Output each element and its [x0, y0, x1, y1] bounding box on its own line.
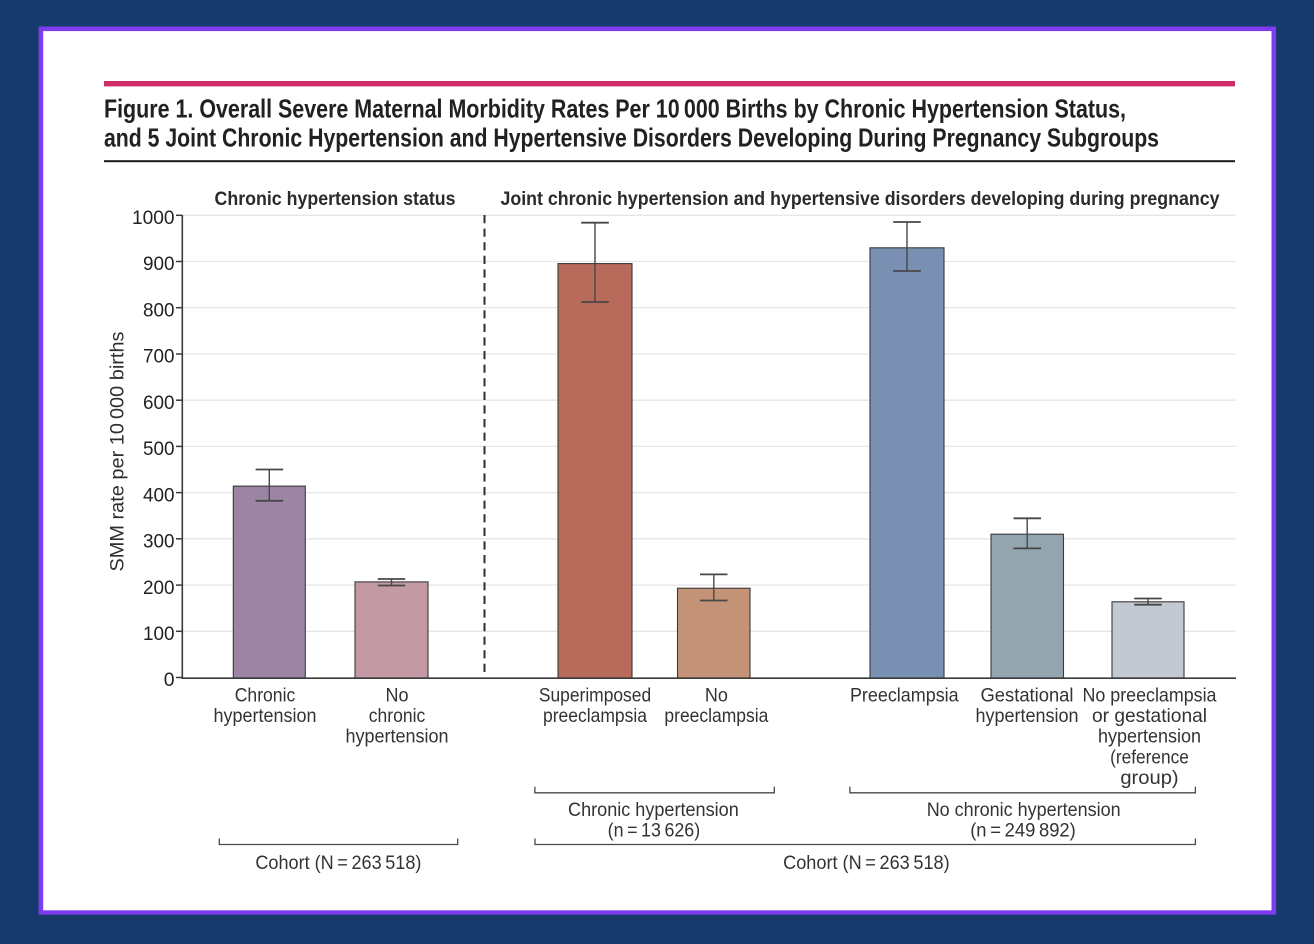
- svg-text:(reference: (reference: [1110, 746, 1189, 768]
- svg-text:hypertension: hypertension: [346, 726, 449, 748]
- svg-text:600: 600: [143, 392, 175, 414]
- svg-text:Preeclampsia: Preeclampsia: [850, 684, 959, 706]
- svg-text:Cohort (N = 263 518): Cohort (N = 263 518): [783, 852, 950, 874]
- svg-text:Superimposed: Superimposed: [539, 684, 651, 706]
- svg-text:700: 700: [143, 346, 175, 368]
- svg-text:and 5 Joint Chronic Hypertensi: and 5 Joint Chronic Hypertension and Hyp…: [104, 122, 1159, 152]
- svg-text:800: 800: [143, 299, 175, 321]
- svg-text:300: 300: [143, 531, 175, 553]
- svg-text:(n = 249 892): (n = 249 892): [970, 820, 1076, 842]
- svg-text:0: 0: [164, 669, 175, 691]
- svg-text:No chronic hypertension: No chronic hypertension: [927, 799, 1121, 821]
- svg-text:100: 100: [143, 623, 175, 645]
- svg-text:hypertension: hypertension: [1098, 726, 1201, 748]
- svg-text:200: 200: [143, 577, 175, 599]
- svg-text:Cohort (N = 263 518): Cohort (N = 263 518): [255, 852, 421, 874]
- svg-text:No: No: [386, 684, 409, 706]
- svg-text:Gestational: Gestational: [981, 684, 1074, 706]
- svg-text:Figure 1. Overall Severe Mater: Figure 1. Overall Severe Maternal Morbid…: [104, 94, 1126, 124]
- svg-text:No preeclampsia: No preeclampsia: [1083, 684, 1217, 706]
- svg-text:500: 500: [143, 438, 175, 460]
- svg-text:preeclampsia: preeclampsia: [543, 705, 647, 727]
- svg-text:1000: 1000: [132, 207, 175, 229]
- svg-text:Chronic hypertension status: Chronic hypertension status: [215, 188, 456, 210]
- svg-text:SMM rate per 10 000 births: SMM rate per 10 000 births: [107, 331, 129, 571]
- svg-text:Chronic: Chronic: [235, 684, 296, 706]
- svg-text:or gestational: or gestational: [1092, 705, 1207, 727]
- svg-text:900: 900: [143, 253, 175, 275]
- svg-text:400: 400: [143, 484, 175, 506]
- svg-text:(n = 13 626): (n = 13 626): [608, 820, 701, 842]
- svg-text:Chronic hypertension: Chronic hypertension: [568, 799, 739, 821]
- svg-text:hypertension: hypertension: [976, 705, 1079, 727]
- svg-text:preeclampsia: preeclampsia: [664, 705, 768, 727]
- svg-text:group): group): [1120, 767, 1178, 789]
- svg-text:Joint chronic hypertension and: Joint chronic hypertension and hypertens…: [501, 188, 1220, 210]
- svg-text:hypertension: hypertension: [214, 705, 317, 727]
- svg-text:No: No: [705, 684, 728, 706]
- svg-text:chronic: chronic: [369, 705, 426, 727]
